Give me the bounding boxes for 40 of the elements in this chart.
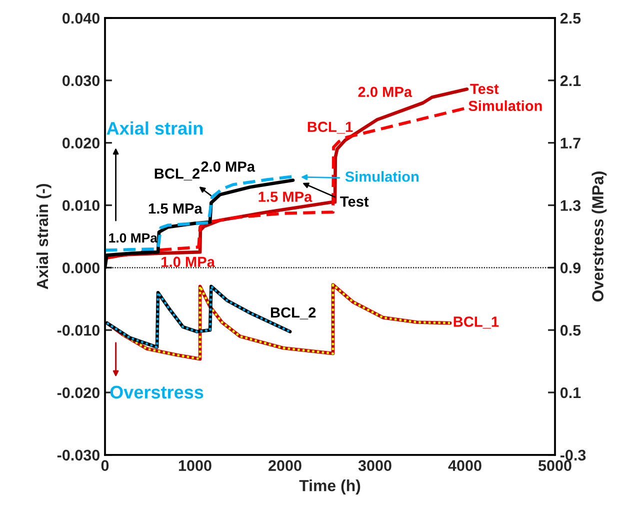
annotation: 1.5 MPa [148, 204, 202, 214]
x-tick-label: 5000 [538, 460, 572, 471]
y-axis-title: Axial strain (-) [36, 184, 52, 290]
annotation: BCL_1 [308, 122, 353, 134]
y2-tick-label: 0.9 [560, 262, 581, 274]
x-tick-label: 0 [101, 460, 109, 471]
y-tick-label: 0.010 [62, 200, 100, 211]
x-tick-label: 3000 [358, 460, 392, 471]
x-tick-label: 2000 [268, 460, 302, 471]
y2-tick-label: 2.5 [560, 12, 581, 24]
y2-tick-label: 0.5 [560, 324, 581, 336]
annotation: Axial strain [106, 121, 203, 135]
annotation: Test [470, 84, 499, 94]
y2-axis-title: Overstress (MPa) [592, 172, 607, 302]
y-tick-label: -0.010 [57, 324, 100, 336]
annotation: Overstress [110, 386, 204, 399]
annotation: 1.0 MPa [162, 256, 216, 268]
annotation: 2.0 MPa [358, 86, 412, 98]
y-tick-label: 0.020 [62, 138, 100, 149]
annotation: Simulation [468, 100, 542, 112]
y2-tick-label: -0.3 [560, 450, 586, 461]
x-tick-label: 4000 [448, 460, 482, 471]
y2-tick-label: 0.1 [560, 387, 581, 398]
y-tick-label: -0.020 [57, 387, 100, 398]
annotation: Test [340, 196, 369, 207]
annotation: Simulation [345, 171, 418, 182]
annotation: 2.0 MPa [201, 161, 256, 172]
y2-tick-label: 1.3 [560, 200, 581, 211]
x-tick-label: 1000 [178, 460, 212, 471]
annotation: BCL_2 [270, 307, 316, 320]
x-axis-title: Time (h) [299, 480, 360, 494]
y2-tick-label: 1.7 [560, 138, 580, 148]
y-tick-label: 0.040 [62, 12, 100, 24]
annotation: BCL_2 [154, 168, 200, 180]
y-tick-label: 0.000 [62, 262, 100, 274]
y-tick-label: 0.030 [62, 75, 100, 86]
annotation: BCL_1 [454, 316, 499, 328]
y-tick-label: -0.030 [57, 450, 100, 461]
y2-tick-label: 2.1 [560, 75, 581, 86]
annotation: 1.5 MPa [258, 192, 312, 202]
